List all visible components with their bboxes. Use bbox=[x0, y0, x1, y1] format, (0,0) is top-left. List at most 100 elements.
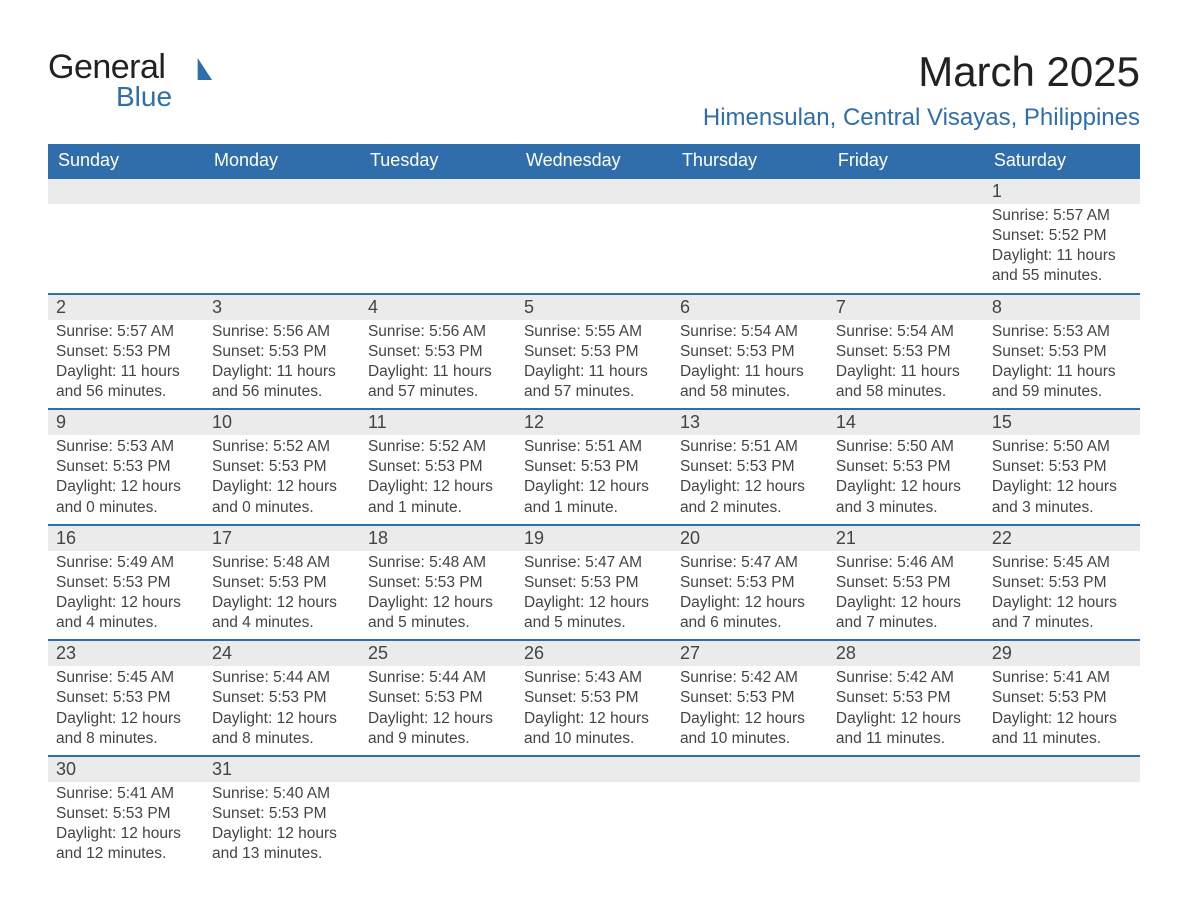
content-line: Sunset: 5:53 PM bbox=[212, 688, 352, 708]
content-cell bbox=[828, 204, 984, 294]
daynum-cell: 21 bbox=[828, 525, 984, 551]
content-line: Sunrise: 5:46 AM bbox=[836, 553, 976, 573]
content-line: Daylight: 12 hours bbox=[836, 477, 976, 497]
content-line: Sunset: 5:53 PM bbox=[524, 688, 664, 708]
daynum-cell bbox=[516, 178, 672, 204]
daynum-cell bbox=[984, 756, 1140, 782]
content-line: Sunset: 5:53 PM bbox=[836, 573, 976, 593]
content-line: Sunrise: 5:54 AM bbox=[836, 322, 976, 342]
logo-sub: Blue bbox=[116, 81, 172, 113]
daynum-cell bbox=[672, 178, 828, 204]
content-line: Daylight: 12 hours bbox=[992, 593, 1132, 613]
content-line: and 55 minutes. bbox=[992, 266, 1132, 286]
daynum-cell: 28 bbox=[828, 640, 984, 666]
content-line: and 57 minutes. bbox=[368, 382, 508, 402]
content-line: and 11 minutes. bbox=[836, 729, 976, 749]
content-line: Sunset: 5:53 PM bbox=[524, 573, 664, 593]
content-line: Sunset: 5:53 PM bbox=[212, 573, 352, 593]
content-line: Sunrise: 5:42 AM bbox=[836, 668, 976, 688]
daynum-cell: 13 bbox=[672, 409, 828, 435]
content-line: Sunrise: 5:48 AM bbox=[368, 553, 508, 573]
content-line: Daylight: 11 hours bbox=[836, 362, 976, 382]
content-line: Sunrise: 5:41 AM bbox=[56, 784, 196, 804]
daynum-cell: 26 bbox=[516, 640, 672, 666]
weekday-header: Saturday bbox=[984, 144, 1140, 178]
daynum-cell: 18 bbox=[360, 525, 516, 551]
content-cell: Sunrise: 5:41 AMSunset: 5:53 PMDaylight:… bbox=[48, 782, 204, 871]
content-cell bbox=[672, 782, 828, 871]
content-line: Sunrise: 5:53 AM bbox=[992, 322, 1132, 342]
content-line: and 13 minutes. bbox=[212, 844, 352, 864]
daynum-cell: 17 bbox=[204, 525, 360, 551]
weekday-header-row: SundayMondayTuesdayWednesdayThursdayFrid… bbox=[48, 144, 1140, 178]
content-line: and 9 minutes. bbox=[368, 729, 508, 749]
content-line: and 3 minutes. bbox=[836, 498, 976, 518]
content-line: Sunrise: 5:56 AM bbox=[368, 322, 508, 342]
content-cell: Sunrise: 5:44 AMSunset: 5:53 PMDaylight:… bbox=[204, 666, 360, 756]
content-line: Sunrise: 5:41 AM bbox=[992, 668, 1132, 688]
content-line: Sunrise: 5:52 AM bbox=[368, 437, 508, 457]
content-line: and 7 minutes. bbox=[992, 613, 1132, 633]
content-cell: Sunrise: 5:51 AMSunset: 5:53 PMDaylight:… bbox=[672, 435, 828, 525]
content-line: Sunrise: 5:57 AM bbox=[56, 322, 196, 342]
content-line: and 58 minutes. bbox=[836, 382, 976, 402]
content-line: Daylight: 11 hours bbox=[524, 362, 664, 382]
content-line: Sunset: 5:53 PM bbox=[992, 457, 1132, 477]
content-line: and 5 minutes. bbox=[368, 613, 508, 633]
content-cell bbox=[516, 204, 672, 294]
content-line: Daylight: 12 hours bbox=[680, 709, 820, 729]
daynum-row: 9101112131415 bbox=[48, 409, 1140, 435]
content-cell: Sunrise: 5:40 AMSunset: 5:53 PMDaylight:… bbox=[204, 782, 360, 871]
content-cell: Sunrise: 5:52 AMSunset: 5:53 PMDaylight:… bbox=[360, 435, 516, 525]
daynum-cell bbox=[672, 756, 828, 782]
content-cell: Sunrise: 5:50 AMSunset: 5:53 PMDaylight:… bbox=[828, 435, 984, 525]
daynum-cell: 16 bbox=[48, 525, 204, 551]
content-line: Sunset: 5:53 PM bbox=[368, 457, 508, 477]
daynum-row: 16171819202122 bbox=[48, 525, 1140, 551]
content-line: and 8 minutes. bbox=[56, 729, 196, 749]
content-line: Sunset: 5:53 PM bbox=[680, 688, 820, 708]
content-line: Sunrise: 5:44 AM bbox=[212, 668, 352, 688]
content-line: Sunrise: 5:51 AM bbox=[680, 437, 820, 457]
content-cell: Sunrise: 5:54 AMSunset: 5:53 PMDaylight:… bbox=[672, 320, 828, 410]
content-line: and 12 minutes. bbox=[56, 844, 196, 864]
content-cell: Sunrise: 5:43 AMSunset: 5:53 PMDaylight:… bbox=[516, 666, 672, 756]
daynum-cell: 9 bbox=[48, 409, 204, 435]
content-cell: Sunrise: 5:46 AMSunset: 5:53 PMDaylight:… bbox=[828, 551, 984, 641]
content-line: Sunset: 5:53 PM bbox=[992, 573, 1132, 593]
month-title: March 2025 bbox=[703, 48, 1140, 96]
content-line: and 0 minutes. bbox=[212, 498, 352, 518]
daynum-cell bbox=[516, 756, 672, 782]
content-line: and 4 minutes. bbox=[56, 613, 196, 633]
content-line: Sunrise: 5:54 AM bbox=[680, 322, 820, 342]
content-line: Sunset: 5:53 PM bbox=[368, 688, 508, 708]
daynum-cell bbox=[204, 178, 360, 204]
content-line: Sunset: 5:53 PM bbox=[212, 804, 352, 824]
content-line: and 11 minutes. bbox=[992, 729, 1132, 749]
content-line: Sunrise: 5:50 AM bbox=[836, 437, 976, 457]
content-row: Sunrise: 5:41 AMSunset: 5:53 PMDaylight:… bbox=[48, 782, 1140, 871]
content-line: Daylight: 12 hours bbox=[368, 593, 508, 613]
content-line: Sunset: 5:52 PM bbox=[992, 226, 1132, 246]
daynum-cell: 31 bbox=[204, 756, 360, 782]
content-line: Daylight: 12 hours bbox=[524, 709, 664, 729]
content-line: Sunset: 5:53 PM bbox=[680, 573, 820, 593]
content-cell: Sunrise: 5:56 AMSunset: 5:53 PMDaylight:… bbox=[204, 320, 360, 410]
content-line: and 56 minutes. bbox=[212, 382, 352, 402]
title-block: March 2025 Himensulan, Central Visayas, … bbox=[703, 48, 1140, 132]
content-cell: Sunrise: 5:51 AMSunset: 5:53 PMDaylight:… bbox=[516, 435, 672, 525]
daynum-cell: 4 bbox=[360, 294, 516, 320]
daynum-cell: 23 bbox=[48, 640, 204, 666]
content-cell bbox=[516, 782, 672, 871]
content-line: Daylight: 11 hours bbox=[212, 362, 352, 382]
content-line: Sunrise: 5:56 AM bbox=[212, 322, 352, 342]
header: General Blue March 2025 Himensulan, Cent… bbox=[48, 48, 1140, 132]
daynum-cell: 25 bbox=[360, 640, 516, 666]
content-line: Sunrise: 5:45 AM bbox=[56, 668, 196, 688]
daynum-row: 2345678 bbox=[48, 294, 1140, 320]
content-cell: Sunrise: 5:41 AMSunset: 5:53 PMDaylight:… bbox=[984, 666, 1140, 756]
content-line: Sunrise: 5:47 AM bbox=[680, 553, 820, 573]
daynum-cell bbox=[48, 178, 204, 204]
content-line: Sunrise: 5:45 AM bbox=[992, 553, 1132, 573]
content-cell bbox=[360, 782, 516, 871]
